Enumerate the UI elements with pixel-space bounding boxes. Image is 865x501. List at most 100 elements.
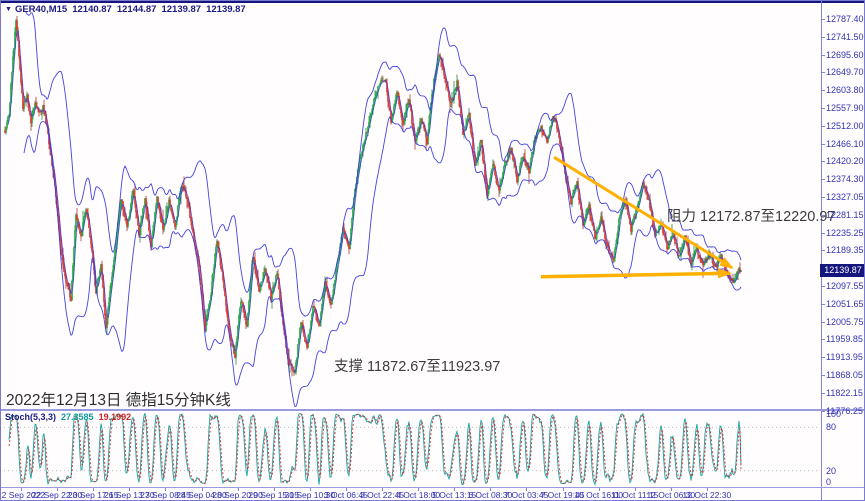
stoch-signal-value: 19.1992 [98,412,132,422]
price-tick-label: 12557.90 [826,103,864,113]
support-annotation[interactable]: 支撑 11872.67至11923.97 [334,359,501,375]
time-tick-mark [706,488,708,491]
price-tick-mark [821,197,825,198]
symbol-label: GER40,M15 [14,4,68,15]
time-tick-mark [165,488,167,491]
price-tick-mark [821,108,825,109]
price-tick-label: 12051.65 [826,298,864,309]
time-tick-mark [345,488,347,491]
time-tick-label: 5 Oct 13:15 [432,490,477,500]
chevron-down-icon[interactable]: ▼ [5,6,12,13]
price-tick-label: 12649.70 [826,67,864,78]
time-tick-label: 22 Sep 22:00 [31,490,83,500]
price-tick-mark [821,375,825,376]
price-tick-label: 12327.05 [826,192,864,202]
time-tick-label: 6 Oct 08:30 [468,490,513,500]
upper-triangle-line[interactable] [553,155,734,269]
price-tick-mark [821,410,825,412]
price-tick-label: 11822.15 [826,387,863,398]
pane-separator[interactable] [1,409,864,411]
time-tick-label: 3 Oct 06:45 [323,490,368,500]
stoch-main-value: 27.3585 [61,412,94,422]
time-tick-mark [21,488,22,491]
price-tick-mark [821,357,825,359]
price-tick-mark [821,179,825,181]
stoch-scale-label: 100 [826,409,842,419]
time-tick-label: 4 Oct 18:00 [396,490,441,500]
price-tick-mark [821,125,825,127]
time-tick-mark [273,488,275,491]
window-top-border [1,1,864,3]
time-tick-mark [237,488,239,491]
stochastic-layer [4,412,820,487]
price-tick-label: 12741.50 [826,31,864,42]
price-tick-label: 12374.30 [826,174,864,185]
price-tick-mark [821,54,825,56]
price-tick-mark [821,321,825,323]
time-tick-label: 22 Sep 2022 [0,490,46,500]
price-tick-label: 11913.95 [826,352,863,363]
price-tick-label: 12005.75 [826,316,864,327]
time-tick-label: 3 Oct 22:45 [360,490,404,500]
time-tick-mark [418,488,420,491]
time-tick-label: 7 Oct 03:45 [504,490,549,500]
time-tick-label: 11 Oct 11:15 [610,490,659,500]
time-tick-mark [309,488,311,491]
price-tick-label: 12097.55 [826,281,864,291]
price-tick-label: 12189.35 [826,245,864,256]
time-tick-label: 12 Oct 06:30 [646,490,696,500]
price-tick-mark [821,339,825,341]
price-tick-mark [821,232,825,234]
time-tick-mark [93,488,95,491]
time-tick-mark [454,488,456,491]
lower-triangle-line[interactable] [540,268,732,279]
price-tick-label: 12603.80 [826,85,864,96]
time-tick-label: 28 Sep 20:00 [212,490,263,500]
current-price-tag: 12139.87 [820,264,864,277]
time-tick-mark [670,488,672,491]
ohlc-high: 12144.87 [116,4,157,15]
price-tick-label: 12466.10 [826,138,864,149]
time-axis-divider [1,487,864,488]
time-tick-mark [382,488,383,491]
price-tick-label: 12235.25 [826,227,864,238]
price-tick-mark [821,392,825,394]
price-tick-label: 11868.05 [826,370,863,380]
price-tick-mark [821,36,825,38]
stoch-scale-label: 20 [826,465,837,476]
price-tick-label: 12281.15 [826,209,864,220]
price-tick-mark [821,72,825,74]
time-tick-mark [526,488,528,491]
price-tick-mark [821,303,825,305]
price-tick-mark [821,19,825,20]
time-tick-mark [562,488,564,491]
price-tick-mark [821,161,825,163]
time-tick-mark [598,488,600,491]
stoch-name: Stoch(5,3,3) [5,412,57,422]
stoch-scale-label: 80 [826,422,837,433]
price-tick-mark [821,286,825,287]
time-tick-label: 10 Oct 16:00 [574,490,623,500]
price-tick-label: 11776.25 [826,405,863,416]
candles-layer [4,16,742,377]
time-tick-mark [490,488,492,491]
symbol-ohlc-bar: ▼ GER40,M15 12140.87 12144.87 12139.87 12139.… [5,4,251,15]
stochastic-indicator-label: Stoch(5,3,3) 27.3585 19.1992 [5,412,131,422]
price-tick-mark [821,214,825,216]
price-tick-label: 11959.85 [826,334,863,345]
time-tick-label: 12 Oct 22:30 [682,490,732,500]
price-tick-mark [821,143,825,145]
date-note-annotation[interactable]: 2022年12月13日 德指15分钟K线 [6,392,231,409]
time-tick-label: 26 Sep 13:30 [104,490,155,500]
resistance-annotation[interactable]: 阻力 12172.87至12220.97 [667,209,836,225]
stoch-scale-label: 0 [826,477,832,487]
price-tick-mark [821,250,825,252]
price-tick-label: 12695.60 [826,49,864,60]
time-tick-label: 23 Sep 17:15 [67,490,119,500]
time-tick-mark [201,488,203,491]
price-tick-label: 12512.00 [826,120,864,131]
time-tick-label: 30 Sep 10:30 [284,490,336,500]
bands-layer [7,11,742,408]
